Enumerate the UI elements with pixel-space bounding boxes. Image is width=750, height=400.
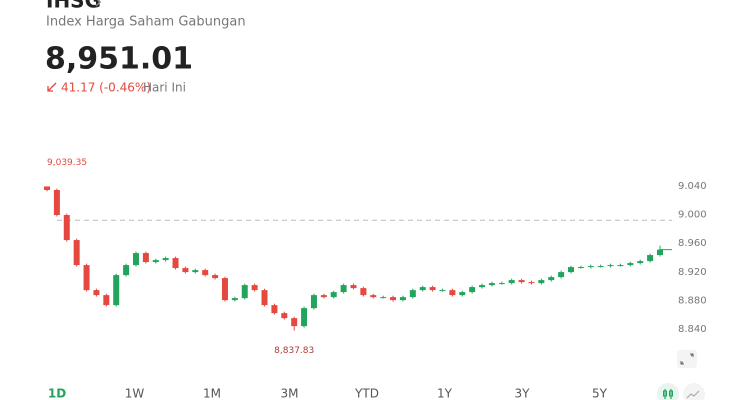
candle-body: [44, 186, 50, 191]
candle-body: [469, 287, 476, 293]
candle-body: [548, 277, 555, 281]
candle-body: [360, 288, 367, 296]
candle-body: [568, 267, 575, 273]
candle-body: [152, 260, 159, 263]
candle-body: [647, 255, 654, 262]
plot: 8.840 8.880 8.920 8.960 9.000 9.040 9,039.35 8,…: [44, 158, 707, 356]
candle-body: [429, 287, 436, 291]
y-tick-label: 9.040: [678, 181, 707, 192]
chevron: [95, 0, 102, 7]
candle-body: [182, 268, 189, 273]
index-title[interactable]: IHSG: [46, 0, 101, 13]
candle-body: [73, 240, 80, 266]
candle-body: [350, 285, 357, 289]
candle-body: [212, 275, 219, 279]
candle-body: [459, 292, 466, 296]
card: [8, 0, 742, 400]
candle-body: [558, 272, 565, 278]
candle-body: [301, 308, 308, 327]
candle-body: [103, 295, 110, 306]
candle-body: [251, 285, 258, 291]
candle-body: [123, 265, 130, 276]
price: 8,951.01: [45, 42, 193, 77]
range-tab[interactable]: 1Y: [437, 387, 453, 400]
candle-body: [241, 285, 248, 299]
candle-body: [142, 253, 149, 263]
candle-body: [202, 270, 209, 276]
candle-body: [488, 283, 495, 286]
candle-body: [113, 275, 120, 306]
candle-body: [637, 261, 644, 264]
range-tab[interactable]: 3M: [281, 387, 299, 400]
candle-body: [63, 215, 70, 241]
range-tab[interactable]: 1D: [48, 387, 66, 400]
candle-body: [340, 285, 347, 293]
y-tick-label: 9.000: [678, 210, 707, 221]
candle-toggle[interactable]: [657, 383, 679, 400]
candle-body: [390, 297, 397, 301]
candle-body: [597, 266, 604, 268]
candle-body: [508, 280, 515, 284]
candle-body: [587, 266, 594, 268]
candle-body: [409, 290, 416, 298]
candle-body: [271, 305, 278, 314]
candle-body: [261, 290, 268, 306]
candle-body: [291, 318, 298, 327]
range-tab[interactable]: 3Y: [515, 387, 531, 400]
candle-body: [320, 295, 327, 298]
candle-body: [162, 258, 169, 261]
range-tab[interactable]: 1M: [203, 387, 221, 400]
min-label: 8,837.83: [274, 346, 314, 356]
range-tab[interactable]: YTD: [354, 387, 379, 400]
range-tab[interactable]: 5Y: [592, 387, 608, 400]
candle-body: [330, 292, 337, 298]
max-label: 9,039.35: [47, 158, 87, 168]
expand-button[interactable]: [677, 350, 697, 368]
candle-body: [132, 253, 139, 266]
down-arrow: [47, 82, 57, 92]
candle-body: [380, 297, 387, 299]
candle-body: [449, 290, 456, 296]
candle-body: [399, 297, 406, 301]
period: Hari Ini: [143, 81, 186, 95]
y-tick-label: 8.960: [678, 238, 707, 249]
candle-body: [192, 270, 199, 273]
expand-icon: [680, 353, 694, 365]
candle-body: [479, 285, 486, 288]
y-tick-label: 8.920: [678, 267, 707, 278]
candle-body: [370, 295, 377, 298]
candle-icon-body: [663, 390, 667, 397]
candle-body: [607, 265, 614, 267]
candle-body: [439, 290, 446, 292]
subtitle: Index Harga Saham Gabungan: [46, 15, 246, 30]
candle-body: [83, 265, 90, 291]
y-tick-label: 8.840: [678, 324, 707, 335]
candle-body: [53, 190, 60, 216]
candle-body: [657, 249, 663, 256]
range-tabs: 1D 1W 1M 3M YTD 1Y 3Y 5Y: [48, 387, 608, 400]
candle-body: [93, 290, 100, 296]
candle-body: [528, 282, 535, 284]
candle-body: [498, 283, 505, 285]
candle-body: [518, 280, 525, 283]
candle-body: [627, 263, 634, 266]
y-tick-label: 8.880: [678, 295, 707, 306]
candle-body: [172, 258, 179, 269]
change: 41.17 (-0.46%): [61, 81, 151, 95]
range-tab[interactable]: 1W: [125, 387, 145, 400]
candle-body: [221, 278, 228, 301]
candle-body: [281, 313, 288, 319]
candle-body: [538, 280, 545, 284]
candle-body: [617, 265, 624, 267]
candle-icon-body: [669, 390, 673, 397]
line-icon: [686, 390, 700, 399]
candle-body: [577, 267, 584, 269]
candle-body: [231, 298, 238, 301]
candle-body: [419, 287, 426, 291]
candle-body: [310, 295, 317, 309]
